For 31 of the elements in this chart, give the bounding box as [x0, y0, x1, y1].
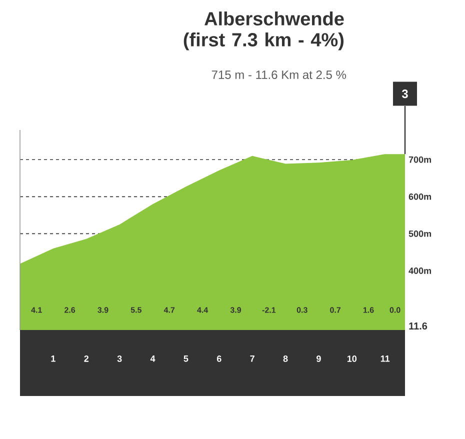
annotation: 4.7: [164, 307, 175, 313]
annotation: 5.5: [130, 307, 142, 313]
x-tick-label: 6: [216, 356, 222, 362]
x-tick-label: 11: [380, 356, 390, 362]
x-tick-label: 9: [316, 356, 321, 362]
y-tick-label: 700m: [408, 156, 431, 163]
annotation: 3.9: [230, 307, 242, 313]
annotation: 3: [402, 90, 408, 98]
annotation: 0.3: [296, 307, 308, 313]
x-tick-label: 1: [51, 356, 56, 362]
text: 11.6: [409, 322, 428, 330]
y-tick-label: 400m: [408, 268, 431, 274]
annotation: 0.0: [390, 307, 400, 313]
annotation: 4.4: [197, 307, 208, 313]
annotation: 3.9: [98, 307, 108, 313]
annotation: -2.1: [262, 307, 276, 313]
x-tick-label: 4: [150, 356, 156, 362]
x-tick-label: 10: [347, 356, 357, 362]
y-tick-label: 600m: [408, 193, 431, 200]
annotation: 4.1: [31, 307, 42, 313]
chart-title: Alberschwende (first 7.3 km - 4%): [184, 12, 344, 50]
annotation: 2.6: [64, 307, 76, 313]
y-tick-label: 500m: [408, 230, 431, 237]
annotation: 0.7: [330, 307, 341, 313]
x-tick-label: 5: [184, 356, 188, 362]
annotation: 1.6: [363, 307, 374, 313]
x-tick-label: 3: [117, 356, 122, 362]
x-tick-label: 8: [283, 356, 288, 362]
x-tick-label: 2: [84, 356, 89, 362]
chart-subtitle: 715 m - 11.6 Km at 2.5 %: [212, 70, 346, 80]
x-tick-label: 7: [250, 356, 254, 362]
